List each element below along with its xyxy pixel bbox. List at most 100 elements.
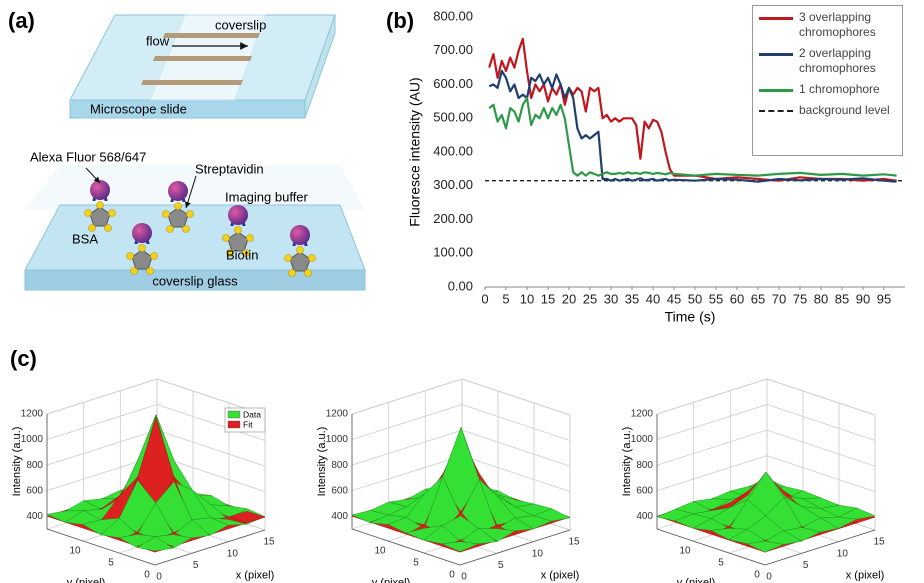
x-tick-label: 85 <box>835 291 849 306</box>
annotation: Microscope slide <box>90 101 187 116</box>
x-axis-title: Time (s) <box>665 309 716 325</box>
x-tick-label: 60 <box>730 291 744 306</box>
z-tick-label: 1200 <box>631 409 654 420</box>
legend-entry: background level <box>757 103 898 118</box>
y-tick-label: 5 <box>413 558 419 569</box>
x-tick-label: 90 <box>856 291 870 306</box>
legend-label: background level <box>799 103 898 118</box>
z-tick-label: 800 <box>26 460 43 471</box>
y-tick-label: 0 <box>449 570 455 581</box>
x-tick-label: 10 <box>837 548 849 559</box>
legend-swatch <box>228 421 240 428</box>
z-tick-label: 1000 <box>326 434 349 445</box>
y-axis-title: y (pixel) <box>67 577 106 583</box>
legend-swatch <box>759 110 793 112</box>
legend-swatch <box>759 17 793 20</box>
panel-label: (a) <box>8 8 35 33</box>
x-tick-label: 30 <box>604 291 618 306</box>
spacer <box>141 80 243 85</box>
y-tick-label: 300.00 <box>433 177 473 192</box>
annotation: Biotin <box>226 247 259 262</box>
z-axis-title: Intensity (a.u.) <box>621 427 633 497</box>
annotation: Streptavidin <box>195 161 264 176</box>
z-tick-label: 600 <box>636 485 653 496</box>
y-axis-title: Fluoresce intensity (AU) <box>407 77 423 226</box>
x-tick-label: 0 <box>766 572 772 583</box>
x-tick-label: 10 <box>532 548 544 559</box>
y-tick-label: 10 <box>679 546 691 557</box>
legend-swatch <box>759 89 793 92</box>
x-tick-label: 10 <box>227 548 239 559</box>
y-tick-label: 0 <box>144 570 150 581</box>
z-tick-label: 1000 <box>21 434 44 445</box>
annotation: coverslip <box>215 17 266 32</box>
x-tick-label: 0 <box>156 572 162 583</box>
spacer <box>153 56 252 61</box>
panel-label: (c) <box>10 346 37 371</box>
y-tick-label: 10 <box>374 546 386 557</box>
z-axis-title: Intensity (a.u.) <box>316 427 328 497</box>
x-tick-label: 35 <box>625 291 639 306</box>
surface-illustration <box>25 165 365 290</box>
x-tick-label: 65 <box>751 291 765 306</box>
y-tick-label: 800.00 <box>433 8 473 23</box>
z-tick-label: 600 <box>26 485 43 496</box>
y-tick-label: 200.00 <box>433 211 473 226</box>
x-tick-label: 45 <box>667 291 681 306</box>
x-tick-label: 20 <box>562 291 576 306</box>
legend-label: Data <box>243 409 261 419</box>
annotation: flow <box>146 33 170 48</box>
legend-label: 1 chromophore <box>799 82 898 97</box>
x-tick-label: 15 <box>568 537 580 548</box>
annotation: BSA <box>72 231 98 246</box>
legend-swatch <box>228 411 240 418</box>
z-tick-label: 800 <box>331 460 348 471</box>
x-tick-label: 15 <box>873 537 885 548</box>
x-tick-label: 0 <box>481 291 488 306</box>
z-tick-label: 1200 <box>326 409 349 420</box>
x-tick-label: 5 <box>502 291 509 306</box>
x-tick-label: 50 <box>688 291 702 306</box>
spacer <box>163 33 260 38</box>
x-tick-label: 5 <box>498 560 504 571</box>
z-tick-label: 400 <box>331 511 348 522</box>
z-tick-label: 1200 <box>21 409 44 420</box>
figure: (a) coverslip flow Microscope slide Alex… <box>0 0 924 583</box>
legend-swatch <box>759 53 793 56</box>
x-tick-label: 40 <box>646 291 660 306</box>
y-tick-label: 10 <box>69 546 81 557</box>
annotation: Imaging buffer <box>225 189 309 204</box>
x-tick-label: 55 <box>709 291 723 306</box>
z-tick-label: 1000 <box>631 434 654 445</box>
x-axis-title: x (pixel) <box>541 569 580 581</box>
y-axis-title: y (pixel) <box>372 577 411 583</box>
y-tick-label: 5 <box>108 558 114 569</box>
x-tick-label: 75 <box>793 291 807 306</box>
y-tick-label: 400.00 <box>433 143 473 158</box>
legend-entry: 3 overlapping chromophores <box>757 10 898 40</box>
z-tick-label: 800 <box>636 460 653 471</box>
legend: 3 overlapping chromophores 2 overlapping … <box>752 5 903 156</box>
y-tick-label: 700.00 <box>433 42 473 57</box>
x-axis-title: x (pixel) <box>236 569 275 581</box>
legend-entry: 2 overlapping chromophores <box>757 46 898 76</box>
annotation: coverslip glass <box>152 273 238 288</box>
annotation: Alexa Fluor 568/647 <box>30 149 146 164</box>
y-tick-label: 5 <box>718 558 724 569</box>
y-tick-label: 0.00 <box>448 278 473 293</box>
legend-label: 3 overlapping chromophores <box>799 10 898 40</box>
y-tick-label: 600.00 <box>433 76 473 91</box>
x-tick-label: 80 <box>814 291 828 306</box>
legend-label: Fit <box>243 419 253 429</box>
x-tick-label: 70 <box>772 291 786 306</box>
x-tick-label: 15 <box>541 291 555 306</box>
x-tick-label: 15 <box>263 537 275 548</box>
x-axis-title: x (pixel) <box>846 569 885 581</box>
legend-label: 2 overlapping chromophores <box>799 46 898 76</box>
y-axis-title: y (pixel) <box>677 577 716 583</box>
y-tick-label: 0 <box>754 570 760 581</box>
x-tick-label: 0 <box>461 572 467 583</box>
x-tick-label: 95 <box>877 291 891 306</box>
y-tick-label: 100.00 <box>433 245 473 260</box>
z-tick-label: 400 <box>636 511 653 522</box>
